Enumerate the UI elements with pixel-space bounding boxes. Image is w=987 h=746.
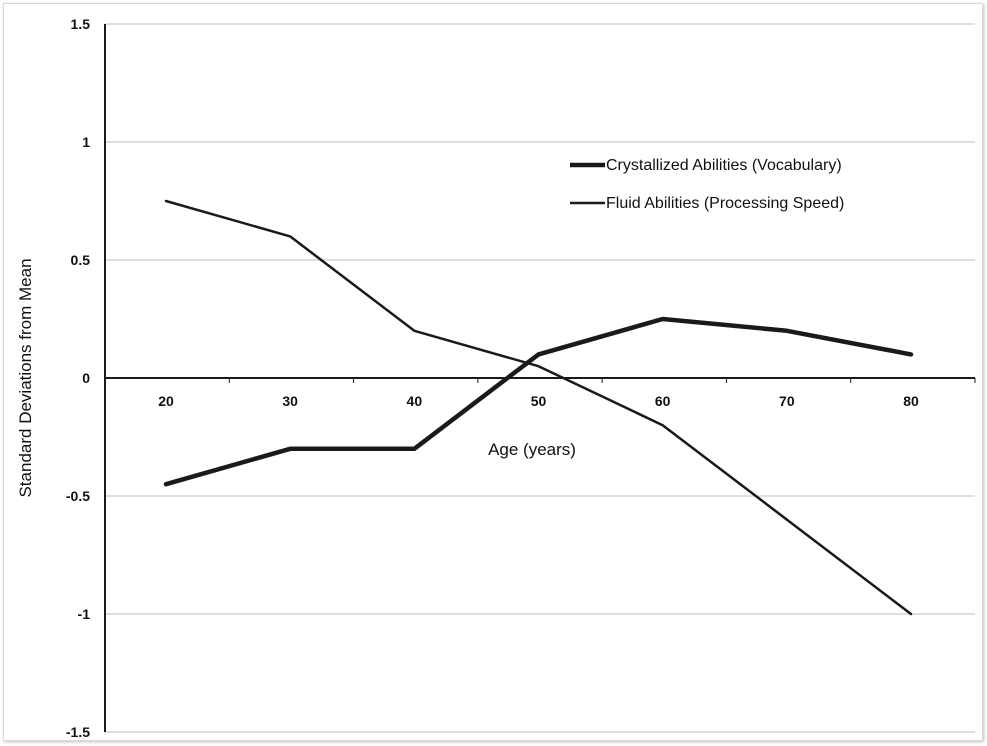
y-tick-label: 0: [82, 370, 90, 386]
legend-label: Fluid Abilities (Processing Speed): [606, 195, 844, 212]
x-tick-label: 70: [779, 393, 795, 409]
y-tick-label: 0.5: [71, 252, 91, 268]
y-tick-labels: 1.5 1 0.5 0 -0.5 -1 -1.5: [66, 16, 90, 740]
x-tick-labels: 20 30 40 50 60 70 80: [158, 393, 919, 409]
x-tick-label: 30: [282, 393, 298, 409]
y-tick-label: 1.5: [71, 16, 91, 32]
y-tick-label: -1.5: [66, 724, 90, 740]
x-tick-label: 20: [158, 393, 174, 409]
x-tick-label: 80: [903, 393, 919, 409]
y-axis-title: Standard Deviations from Mean: [16, 258, 35, 497]
chart-frame: [3, 3, 983, 741]
y-tick-label: -0.5: [66, 488, 90, 504]
legend-label: Crystallized Abilities (Vocabulary): [606, 157, 842, 174]
gridlines: [105, 23, 975, 733]
x-tick-label: 60: [655, 393, 671, 409]
axes: [104, 24, 976, 732]
x-tick-label: 40: [407, 393, 423, 409]
x-axis-title: Age (years): [488, 440, 576, 459]
x-tick-label: 50: [531, 393, 547, 409]
series-line-fluid: [164, 199, 913, 616]
legend: Crystallized Abilities (Vocabulary) Fluid…: [570, 157, 844, 212]
series-lines: [163, 199, 914, 616]
series-line-crystallized: [163, 316, 914, 487]
y-tick-label: -1: [78, 606, 91, 622]
y-tick-label: 1: [82, 134, 90, 150]
